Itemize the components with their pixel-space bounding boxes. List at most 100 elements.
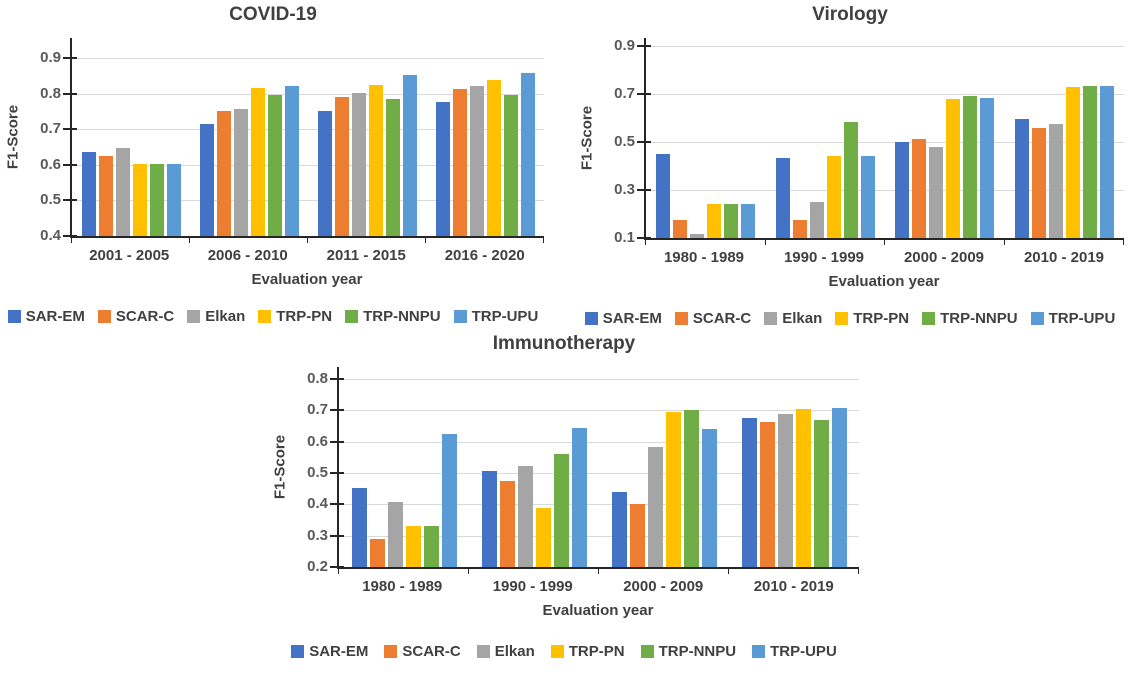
bar-trp-nnpu	[724, 204, 739, 238]
bar-trp-upu	[402, 75, 417, 236]
bar-trp-pn	[826, 156, 841, 238]
legend-item: SCAR-C	[384, 643, 461, 660]
legend-swatch	[835, 312, 849, 325]
bar-group	[729, 408, 859, 567]
bar-elkan	[690, 234, 705, 238]
y-axis-tick-label: 0.5	[614, 133, 635, 150]
bar-trp-upu	[284, 86, 299, 236]
x-axis-tick	[71, 238, 72, 243]
y-axis-tick-label: 0.4	[40, 227, 61, 244]
y-axis-tick-label: 0.7	[614, 85, 635, 102]
x-axis-categories: 2001 - 2005 2006 - 2010 2011 - 2015 2016 - …	[70, 247, 544, 264]
bar-trp-nnpu	[267, 95, 282, 236]
gridline	[339, 379, 859, 380]
bar-trp-upu	[860, 156, 875, 238]
bar-group	[766, 122, 886, 238]
legend-item: TRP-PN	[258, 308, 332, 325]
chart-virology: Virology F1-Score 0.1 0.3 0.5 0.7 0.9 1980 -…	[576, 4, 1124, 327]
x-category-label: 1990 - 1999	[492, 578, 573, 595]
x-category-label: 2011 - 2015	[326, 247, 406, 264]
bar-sar-em	[317, 111, 332, 236]
bar-group	[339, 434, 469, 567]
legend-label: SAR-EM	[309, 643, 369, 660]
legend-item: SAR-EM	[584, 310, 662, 327]
legend-swatch	[7, 310, 21, 323]
chart-immunotherapy: Immunotherapy F1-Score 0.2 0.3 0.4 0.5 0.6 0.…	[269, 333, 859, 660]
bar-trp-pn	[368, 85, 383, 236]
y-axis-tick-label: 0.6	[40, 156, 61, 173]
legend-item: SCAR-C	[674, 310, 752, 327]
bar-trp-pn	[946, 99, 961, 238]
x-category-label: 2001 - 2005	[89, 247, 170, 264]
legend-item: TRP-PN	[835, 310, 909, 327]
bar-scar-c	[759, 422, 775, 567]
bar-elkan	[647, 447, 663, 567]
bar-trp-nnpu	[843, 122, 858, 238]
plot-area	[63, 38, 544, 243]
legend-item: TRP-NNPU	[345, 308, 441, 325]
bar-trp-nnpu	[385, 99, 400, 236]
bar-trp-nnpu	[813, 420, 829, 567]
x-axis-tick	[764, 240, 766, 245]
x-category-label: 1980 - 1989	[663, 249, 745, 266]
legend-swatch	[550, 645, 564, 658]
bar-scar-c	[452, 89, 467, 236]
legend-item: TRP-NNPU	[640, 643, 736, 660]
y-axis-tick-label: 0.8	[40, 85, 61, 102]
legend-swatch	[922, 312, 936, 325]
x-category-label: 2000 - 2009	[623, 578, 704, 595]
legend-swatch	[476, 645, 490, 658]
bar-groups	[646, 38, 1124, 238]
gridline	[72, 94, 544, 95]
legend-label: TRP-UPU	[471, 308, 539, 325]
y-axis-tick-label: 0.3	[614, 181, 635, 198]
bar-group	[190, 86, 308, 236]
bar-groups	[72, 38, 544, 236]
legend-item: Elkan	[187, 308, 245, 325]
gridline	[339, 504, 859, 505]
bar-sar-em	[611, 492, 627, 567]
y-axis-tick	[637, 45, 651, 47]
bottom-chart-row: Immunotherapy F1-Score 0.2 0.3 0.4 0.5 0.6 0.…	[269, 333, 859, 660]
bar-trp-nnpu	[963, 96, 978, 238]
x-axis-tick	[728, 569, 729, 574]
gridline	[339, 473, 859, 474]
x-category-label: 2016 - 2020	[444, 247, 525, 264]
bar-trp-upu	[980, 98, 995, 238]
legend-swatch	[584, 312, 598, 325]
y-axis-label: F1-Score	[4, 104, 22, 170]
chart-title: Virology	[812, 4, 888, 25]
gridline	[339, 536, 859, 537]
bar-sar-em	[351, 488, 367, 567]
bar-scar-c	[673, 220, 688, 238]
x-axis-label: Evaluation year	[828, 273, 940, 290]
bar-sar-em	[81, 152, 96, 236]
y-axis-tick-label: 0.5	[40, 191, 61, 208]
bar-trp-upu	[741, 204, 756, 238]
legend-label: SCAR-C	[692, 310, 752, 327]
chart-title: COVID-19	[229, 4, 317, 25]
gridline	[646, 190, 1124, 191]
bar-sar-em	[895, 142, 910, 238]
bar-trp-nnpu	[683, 410, 699, 567]
legend-item: TRP-UPU	[752, 643, 837, 660]
legend-swatch	[752, 645, 766, 658]
x-axis-tick	[645, 240, 646, 245]
legend-label: TRP-NNPU	[363, 308, 441, 325]
bar-trp-nnpu	[503, 95, 518, 236]
x-category-label: 1990 - 1999	[783, 249, 865, 266]
bar-group	[469, 428, 599, 567]
x-axis-tick	[543, 238, 544, 243]
y-axis-tick-label: 0.7	[40, 120, 61, 137]
bar-elkan	[929, 147, 944, 238]
bar-trp-pn	[405, 526, 421, 567]
bar-trp-pn	[486, 80, 501, 236]
bar-sar-em	[741, 418, 757, 567]
bar-trp-nnpu	[1082, 86, 1097, 238]
y-axis-tick	[63, 199, 77, 201]
bar-trp-pn	[132, 164, 147, 236]
x-axis-categories: 1980 - 1989 1990 - 1999 2000 - 2009 2010 - …	[644, 249, 1124, 266]
y-axis-label: F1-Score	[578, 105, 596, 171]
y-axis-tick-label: 0.9	[614, 37, 635, 54]
bar-trp-pn	[1065, 87, 1080, 238]
